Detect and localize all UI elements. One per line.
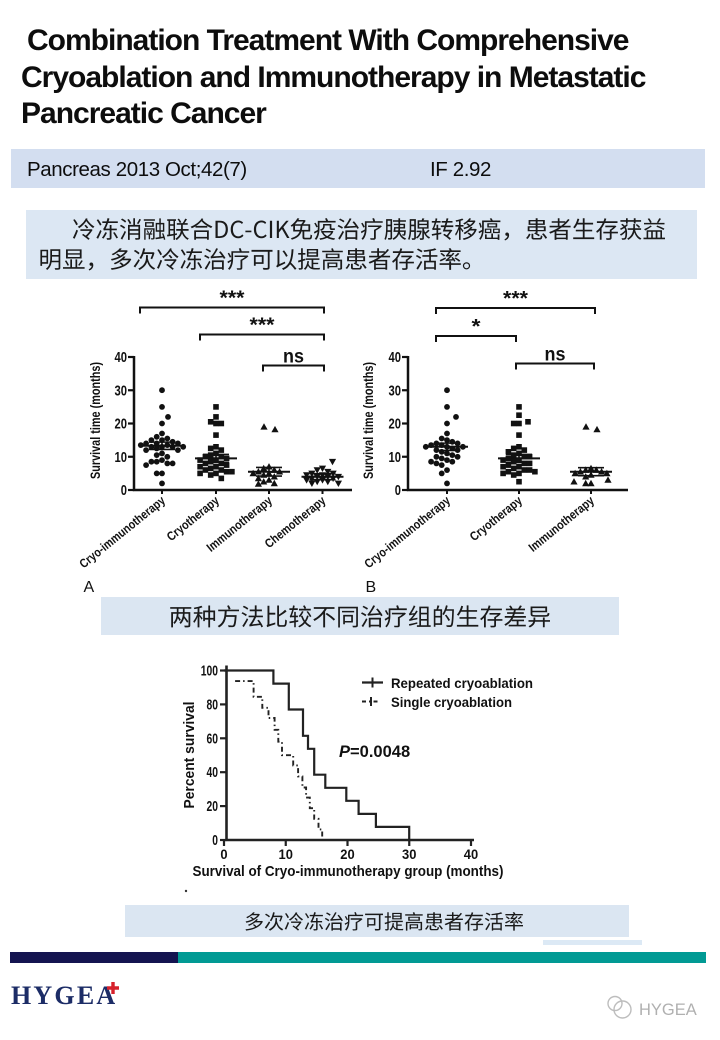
svg-text:B: B: [366, 579, 377, 596]
svg-text:Immunotherapy: Immunotherapy: [526, 493, 597, 554]
svg-text:20: 20: [340, 847, 354, 862]
svg-text:30: 30: [115, 383, 128, 399]
svg-text:30: 30: [389, 383, 402, 399]
svg-text:30: 30: [402, 847, 416, 862]
svg-text:***: ***: [503, 288, 528, 310]
svg-text:40: 40: [207, 765, 219, 781]
svg-text:60: 60: [207, 731, 219, 747]
svg-text:Survival of Cryo-immunotherapy: Survival of Cryo-immunotherapy group (mo…: [193, 863, 504, 880]
svg-text:Cryo-immunotherapy: Cryo-immunotherapy: [362, 493, 453, 571]
svg-text:20: 20: [207, 799, 219, 815]
svg-text:ns: ns: [283, 347, 304, 368]
svg-text:Survival time (months): Survival time (months): [87, 362, 103, 479]
svg-text:40: 40: [115, 350, 128, 366]
svg-text:Survival time (months): Survival time (months): [360, 362, 376, 479]
svg-text:A: A: [84, 579, 95, 596]
svg-text:40: 40: [464, 847, 478, 862]
svg-text:20: 20: [115, 417, 128, 433]
svg-text:Single cryoablation: Single cryoablation: [391, 694, 512, 710]
svg-text:***: ***: [220, 288, 245, 310]
svg-text:100: 100: [201, 664, 218, 680]
svg-text:0: 0: [212, 833, 218, 849]
svg-text:Cryo-immunotherapy: Cryo-immunotherapy: [77, 493, 168, 571]
svg-text:Percent survival: Percent survival: [182, 702, 198, 809]
svg-text:0: 0: [220, 847, 227, 862]
svg-text:20: 20: [389, 417, 402, 433]
svg-text:***: ***: [250, 315, 275, 337]
svg-text:Repeated cryoablation: Repeated cryoablation: [391, 675, 533, 691]
svg-text:10: 10: [389, 450, 402, 466]
svg-text:80: 80: [207, 697, 219, 713]
svg-text:40: 40: [389, 350, 402, 366]
svg-text:Cryotherapy: Cryotherapy: [467, 493, 525, 544]
svg-text:0: 0: [121, 483, 127, 499]
svg-text:0: 0: [395, 483, 401, 499]
svg-text:P=0.0048: P=0.0048: [339, 743, 410, 761]
svg-text:*: *: [472, 316, 481, 338]
svg-text:10: 10: [115, 450, 128, 466]
svg-text:ns: ns: [545, 345, 566, 366]
svg-text:10: 10: [279, 847, 293, 862]
